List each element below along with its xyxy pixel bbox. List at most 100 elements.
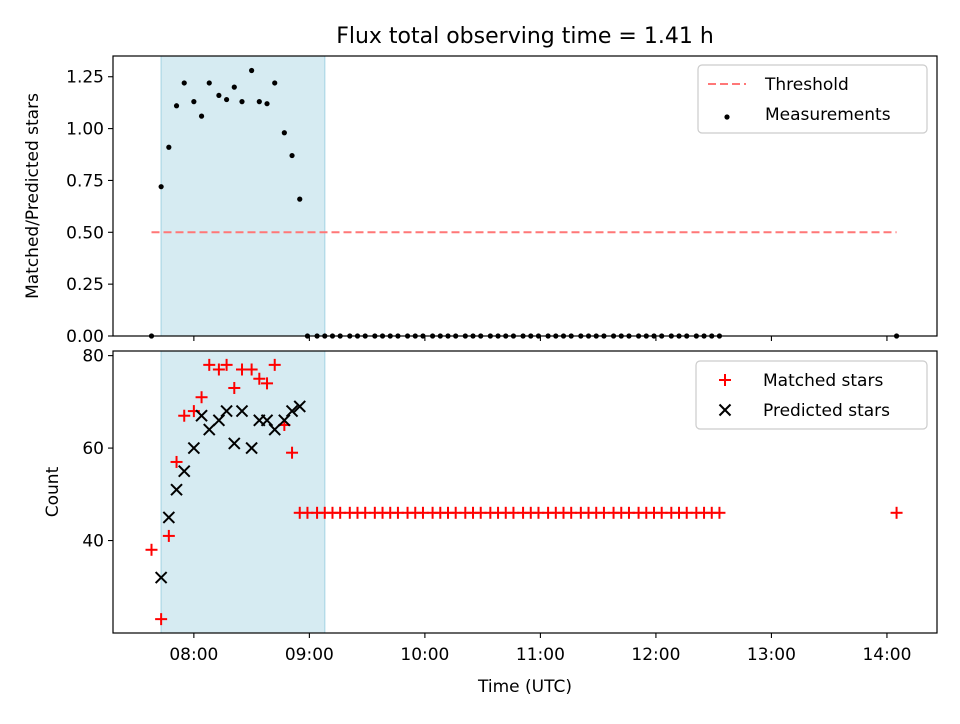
legend-label: Matched stars: [763, 371, 883, 391]
legend-predicted-handle-b: [718, 403, 732, 417]
matched-point-6: [195, 391, 208, 404]
predicted-point-15: [278, 414, 291, 427]
legend-box: [695, 360, 928, 430]
predicted-point-6: [203, 423, 216, 436]
matched-point-69: [713, 506, 726, 519]
measurement-point-14: [264, 101, 270, 107]
y-axis-label: Count: [43, 466, 63, 517]
measurement-point-8: [216, 92, 222, 99]
predicted-point-0: [154, 571, 168, 584]
measurement-point-4: [181, 80, 187, 86]
matched-point-8: [212, 363, 225, 376]
observing-span-fill: [161, 351, 325, 633]
top-panel-ratio: 0.00 0.25 0.50 0.75 1.00 1.25 Matched/Predicte…: [23, 55, 938, 347]
y-tick-label: 0.00: [66, 327, 104, 347]
predicted-point-b: [195, 409, 208, 422]
measurement-point-9: [223, 96, 230, 103]
matched-point-70: [890, 506, 903, 519]
predicted-point-4: [187, 441, 201, 455]
legend-measurement-handle: [724, 114, 730, 120]
matched-point-3: [170, 455, 183, 468]
predicted-point-b: [293, 400, 306, 413]
matched-point-0: [145, 543, 158, 556]
legend-label: Threshold: [764, 75, 849, 95]
measurement-point-2: [166, 144, 172, 150]
matched-point-7: [203, 358, 216, 371]
matched-point-14: [261, 377, 274, 390]
predicted-point-b: [228, 437, 241, 450]
measurement-point-7: [206, 80, 212, 86]
predicted-point-14: [268, 423, 281, 436]
predicted-point-b: [170, 483, 183, 496]
predicted-point-9: [228, 437, 241, 450]
y-tick-label: 1.25: [66, 68, 104, 88]
predicted-point-2: [170, 483, 183, 496]
matched-point-1: [155, 613, 168, 626]
matched-point-15: [268, 358, 281, 371]
matched-point-17: [286, 446, 299, 459]
measurement-point-18: [297, 196, 303, 202]
predicted-point-16: [285, 404, 299, 418]
measurement-point-17: [289, 152, 295, 159]
predicted-point-10: [235, 404, 249, 418]
legend-label: Predicted stars: [763, 401, 890, 421]
x-tick-label: 14:00: [862, 645, 911, 665]
predicted-point-3: [178, 464, 191, 478]
predicted-point-13: [260, 414, 274, 427]
y-tick-label: 0.25: [66, 275, 104, 295]
predicted-point-7: [212, 414, 226, 427]
y-tick-label: 0.50: [66, 223, 104, 243]
predicted-point-b: [278, 414, 291, 427]
measurement-point-10: [231, 84, 237, 90]
matched-point-9: [220, 358, 233, 371]
predicted-point-b: [235, 404, 249, 418]
legend: Matched stars Predicted stars: [695, 360, 928, 430]
predicted-point-b: [178, 464, 191, 478]
predicted-point-5: [195, 409, 208, 422]
predicted-point-8: [220, 404, 233, 418]
x-tick-label: 12:00: [631, 645, 680, 665]
axes-frame: [112, 55, 938, 337]
x-tick-label: 08:00: [169, 645, 218, 665]
predicted-point-b: [285, 404, 299, 418]
predicted-point-b: [260, 414, 274, 427]
y-axis-label: Matched/Predicted stars: [23, 93, 43, 299]
y-tick-label: 80: [82, 347, 104, 367]
predicted-point-17: [293, 400, 306, 413]
measurement-point-1: [158, 184, 164, 190]
predicted-point-b: [245, 441, 258, 455]
legend-box: [697, 64, 928, 134]
matched-point-10: [228, 381, 241, 394]
measurement-point-5: [191, 99, 197, 105]
y-tick-label: 40: [82, 532, 104, 552]
matched-point-2: [162, 529, 175, 542]
predicted-point-b: [154, 571, 168, 584]
x-tick-label: 13:00: [747, 645, 796, 665]
measurement-point-6: [198, 113, 205, 119]
x-axis-label: Time (UTC): [477, 677, 572, 697]
measurement-point-13: [256, 99, 262, 105]
x-tick-label: 09:00: [285, 645, 334, 665]
predicted-point-11: [245, 441, 258, 455]
predicted-point-b: [187, 441, 201, 455]
predicted-point-b: [203, 423, 216, 436]
predicted-point-b: [268, 423, 281, 436]
x-tick-label: 10:00: [400, 645, 449, 665]
legend-label: Measurements: [765, 105, 891, 125]
measurement-point-11: [239, 99, 245, 105]
legend: Threshold Measurements: [697, 64, 928, 134]
predicted-point-b: [162, 511, 176, 524]
matched-point-12: [245, 363, 258, 376]
predicted-point-1: [162, 511, 176, 524]
matched-point-13: [253, 372, 266, 385]
bottom-panel-counts: 40 60 80 08:00 09:00 10:00 11:00 12:00 13:00 14:0…: [43, 347, 938, 697]
measurement-point-16: [281, 130, 287, 136]
measurement-point-15: [272, 80, 278, 86]
matched-point-4: [178, 409, 191, 422]
measurement-point-12: [249, 67, 255, 74]
x-tick-label: 11:00: [516, 645, 565, 665]
predicted-point-b: [220, 404, 233, 418]
predicted-point-b: [212, 414, 226, 427]
observing-span-fill: [161, 56, 325, 336]
